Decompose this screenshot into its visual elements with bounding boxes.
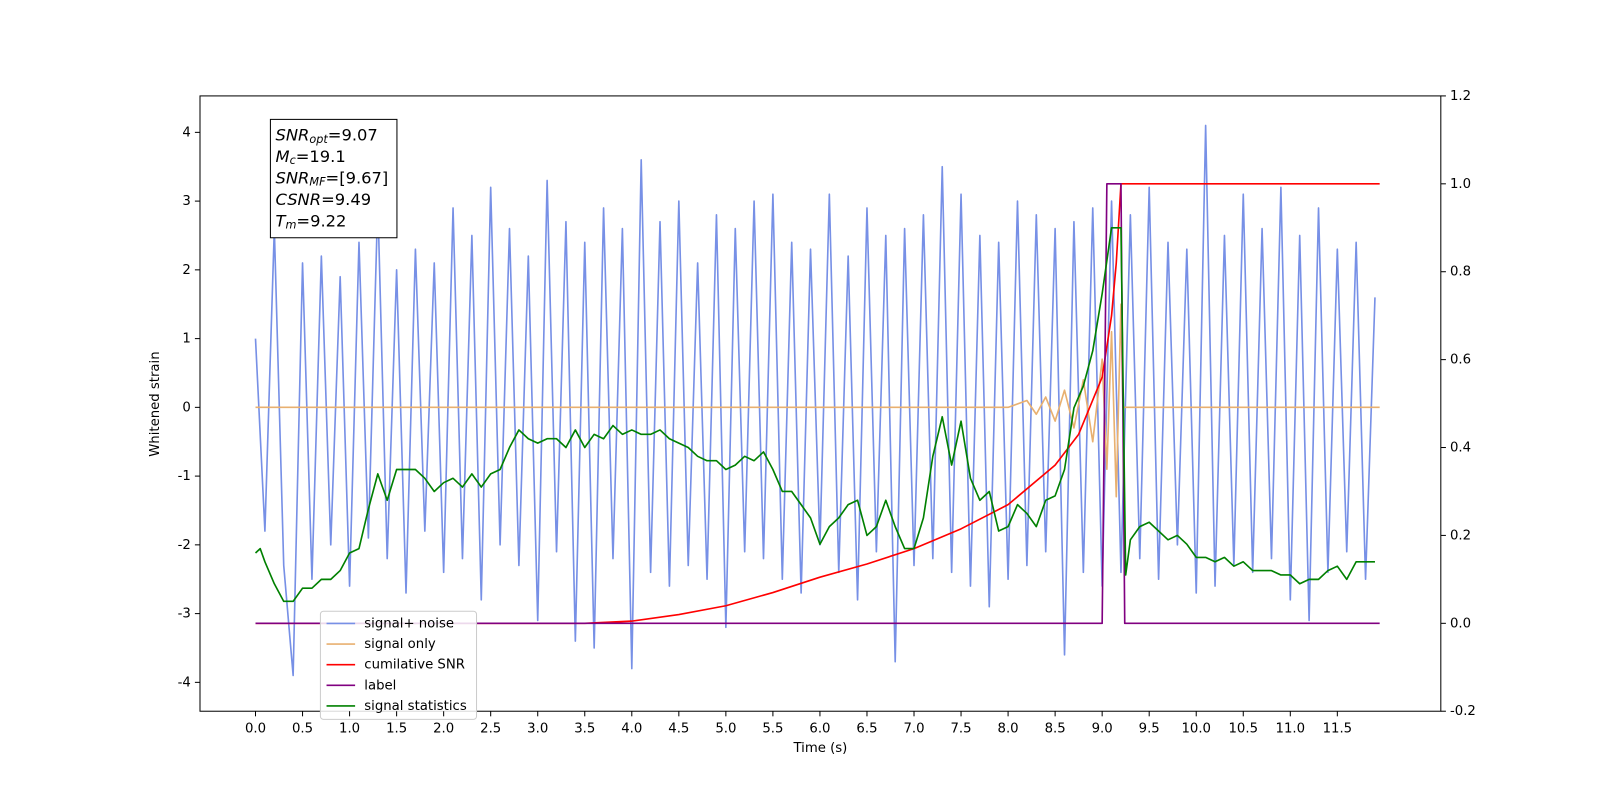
annotation-subscript: MF <box>309 176 326 189</box>
x-tick-label: 6.5 <box>856 722 877 737</box>
x-tick-label: 9.5 <box>1139 722 1160 737</box>
x-tick-label: 4.5 <box>668 722 689 737</box>
x-tick-label: 10.5 <box>1229 722 1259 737</box>
annotation-value: =[9.67] <box>326 168 389 187</box>
x-tick-label: 10.0 <box>1181 722 1211 737</box>
y2-tick-label: -0.2 <box>1450 704 1476 719</box>
x-tick-label: 5.0 <box>715 722 736 737</box>
legend-label: signal+ noise <box>364 616 454 631</box>
annotation-line: CSNR=9.49 <box>276 190 372 209</box>
annotation-line: Mc=19.1 <box>276 147 346 168</box>
y-axis-label: Whitened strain <box>148 351 163 456</box>
x-tick-label: 7.0 <box>903 722 924 737</box>
annotation-line: SNRopt=9.07 <box>276 125 378 146</box>
plot-area <box>254 124 1380 677</box>
x-tick-label: 3.0 <box>527 722 548 737</box>
x-tick-label: 1.5 <box>386 722 407 737</box>
annotation-symbol: SNR <box>276 125 310 144</box>
legend-label: signal statistics <box>364 699 467 714</box>
legend-label: signal only <box>364 637 436 652</box>
annotation-symbol: CSNR <box>276 190 322 209</box>
legend-label: cumilative SNR <box>364 658 465 673</box>
annotation-symbol: T <box>276 211 288 230</box>
y-tick-label: -2 <box>178 538 191 553</box>
annotation-value: =9.49 <box>321 190 371 209</box>
x-tick-label: 9.0 <box>1092 722 1113 737</box>
series-line <box>254 124 1376 677</box>
x-tick-label: 11.5 <box>1323 722 1353 737</box>
x-tick-label: 3.5 <box>574 722 595 737</box>
y2-tick-label: 0.2 <box>1450 528 1471 543</box>
y-tick-label: -4 <box>178 675 191 690</box>
annotation-symbol: M <box>276 147 290 166</box>
annotation-subscript: opt <box>309 133 328 146</box>
y-tick-label: 4 <box>182 125 190 140</box>
x-tick-label: 5.5 <box>762 722 783 737</box>
x-tick-label: 7.5 <box>951 722 972 737</box>
annotation-value: =19.1 <box>296 147 346 166</box>
x-tick-label: 8.0 <box>998 722 1019 737</box>
annotation-frame <box>269 118 398 239</box>
y2-tick-label: 1.2 <box>1450 89 1471 104</box>
y2-tick-label: 0.4 <box>1450 441 1471 456</box>
y-tick-label: 3 <box>182 194 190 209</box>
x-axis-label: Time (s) <box>792 741 847 756</box>
series-line <box>254 226 1375 603</box>
x-tick-label: 1.0 <box>339 722 360 737</box>
y-tick-label: 2 <box>182 263 190 278</box>
legend-label: label <box>364 678 396 693</box>
y-tick-label: -1 <box>178 469 191 484</box>
y-tick-label: 0 <box>182 400 190 415</box>
x-tick-label: 0.0 <box>245 722 266 737</box>
annotation-value: =9.22 <box>296 211 346 230</box>
annotation-symbol: SNR <box>276 168 310 187</box>
x-tick-label: 8.5 <box>1045 722 1066 737</box>
annotation-box: SNRopt=9.07Mc=19.1SNRMF=[9.67]CSNR=9.49T… <box>269 118 398 239</box>
x-tick-label: 0.5 <box>292 722 313 737</box>
legend-frame <box>319 610 478 720</box>
x-tick-label: 6.0 <box>809 722 830 737</box>
annotation-line: SNRMF=[9.67] <box>276 168 389 189</box>
series-line <box>255 183 1380 625</box>
y-tick-label: -3 <box>178 607 191 622</box>
x-tick-label: 2.5 <box>480 722 501 737</box>
x-tick-label: 4.0 <box>621 722 642 737</box>
x-tick-label: 2.0 <box>433 722 454 737</box>
y2-tick-label: 0.8 <box>1450 265 1471 280</box>
x-tick-label: 11.0 <box>1276 722 1306 737</box>
series-line <box>255 303 1380 498</box>
series-line <box>255 183 1380 625</box>
annotation-subscript: m <box>285 219 296 232</box>
annotation-subscript: c <box>290 154 297 167</box>
y2-tick-label: 1.0 <box>1450 177 1471 192</box>
annotation-value: =9.07 <box>328 125 378 144</box>
y2-tick-label: 0.0 <box>1450 616 1471 631</box>
y2-tick-label: 0.6 <box>1450 353 1471 368</box>
legend: signal+ noise signal only cumilative SNR la… <box>319 610 478 720</box>
y-tick-label: 1 <box>182 332 190 347</box>
annotation-line: Tm=9.22 <box>276 211 347 232</box>
